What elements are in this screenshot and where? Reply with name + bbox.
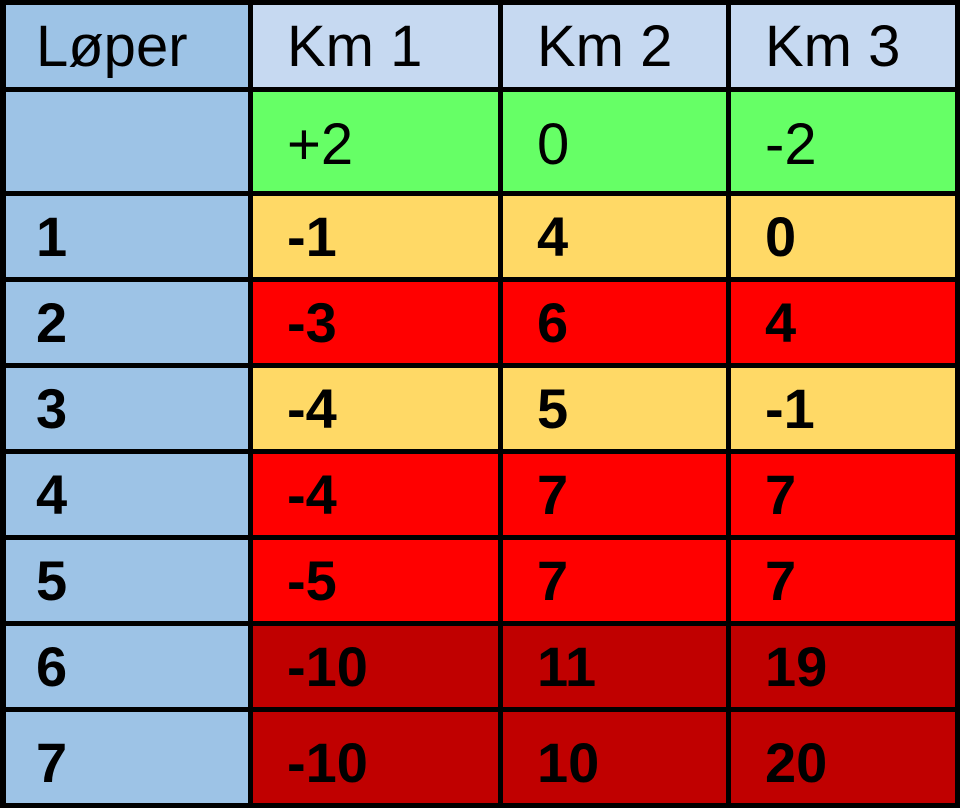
row-1-km-1: -1	[253, 196, 503, 282]
row-2-km-2: 6	[503, 282, 731, 368]
row-5-km-1: -5	[253, 540, 503, 626]
row-5-runner: 5	[0, 540, 253, 626]
row-3-runner: 3	[0, 368, 253, 454]
row-7-km-2: 10	[503, 712, 731, 808]
row-2-km-3: 4	[731, 282, 960, 368]
row-1-runner: 1	[0, 196, 253, 282]
row-6-km-1: -10	[253, 626, 503, 712]
row-3-km-2: 5	[503, 368, 731, 454]
row-3-km-1: -4	[253, 368, 503, 454]
header-km-3: Km 3	[731, 0, 960, 92]
row-1-km-2: 4	[503, 196, 731, 282]
row-6-km-2: 11	[503, 626, 731, 712]
header-runner: Løper	[0, 0, 253, 92]
header-km-1: Km 1	[253, 0, 503, 92]
row-4-km-3: 7	[731, 454, 960, 540]
row-2-km-1: -3	[253, 282, 503, 368]
row-1-km-3: 0	[731, 196, 960, 282]
row-2-runner: 2	[0, 282, 253, 368]
row-4-km-1: -4	[253, 454, 503, 540]
row-6-km-3: 19	[731, 626, 960, 712]
row-3-km-3: -1	[731, 368, 960, 454]
row-7-runner: 7	[0, 712, 253, 808]
row-6-runner: 6	[0, 626, 253, 712]
row-7-km-3: 20	[731, 712, 960, 808]
reference-km-2: 0	[503, 92, 731, 196]
row-5-km-2: 7	[503, 540, 731, 626]
reference-label	[0, 92, 253, 196]
row-4-runner: 4	[0, 454, 253, 540]
header-km-2: Km 2	[503, 0, 731, 92]
row-7-km-1: -10	[253, 712, 503, 808]
row-4-km-2: 7	[503, 454, 731, 540]
reference-km-1: +2	[253, 92, 503, 196]
row-5-km-3: 7	[731, 540, 960, 626]
reference-km-3: -2	[731, 92, 960, 196]
